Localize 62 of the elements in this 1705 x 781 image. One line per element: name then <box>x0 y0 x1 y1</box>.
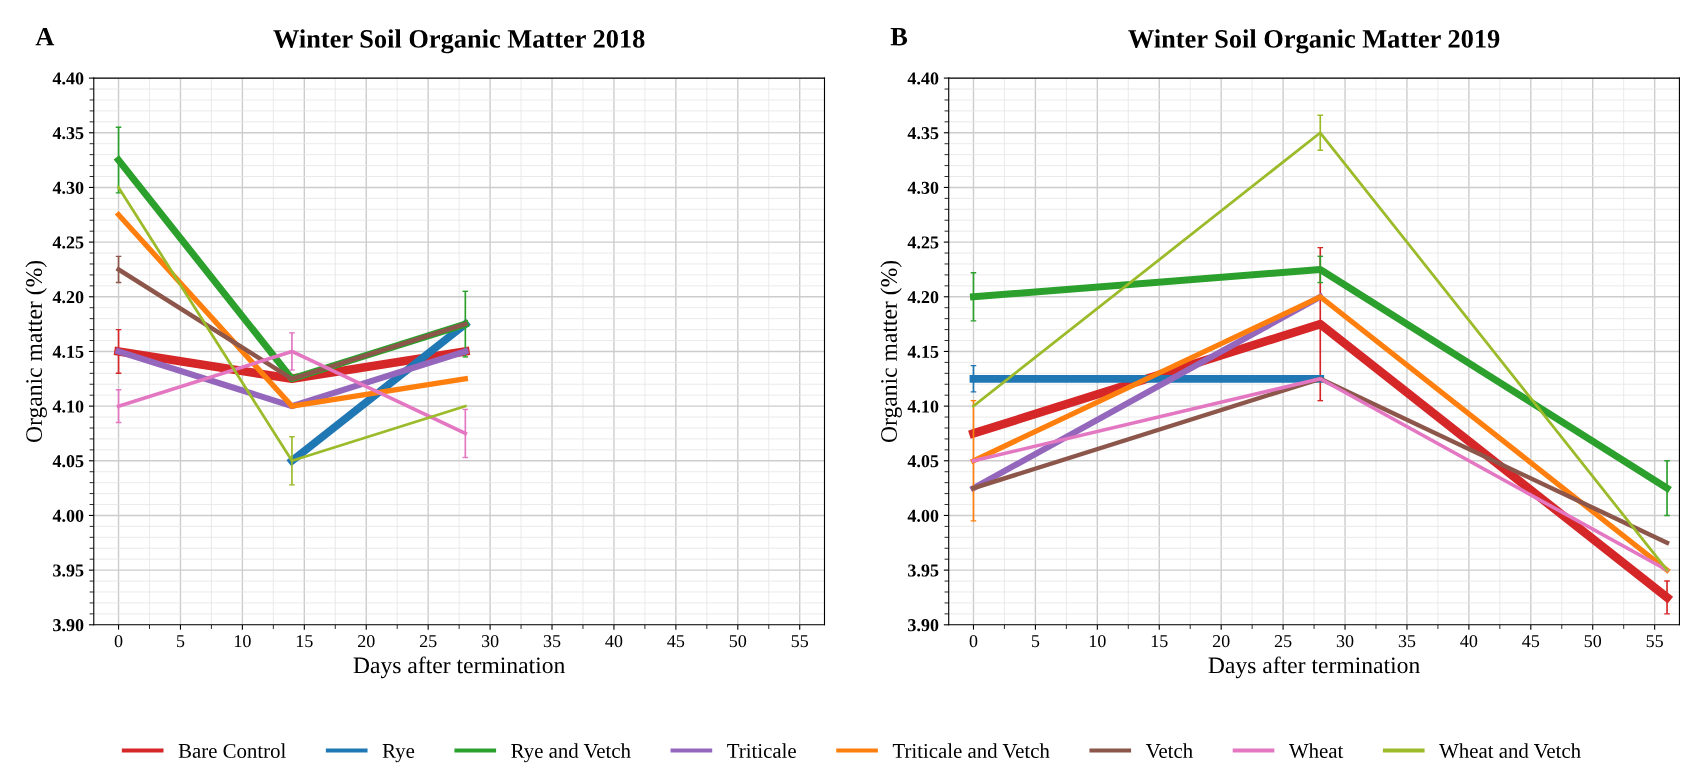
y-tick-label: 4.15 <box>907 345 939 358</box>
y-tick-label: 4.35 <box>907 127 939 140</box>
x-tick-label: 10 <box>1089 635 1106 648</box>
legend-label: Triticale <box>727 743 796 758</box>
x-tick-label: 40 <box>605 635 623 648</box>
x-tick-label: 30 <box>481 635 499 648</box>
y-tick-label: 4.25 <box>907 236 939 249</box>
y-tick-label: 4.05 <box>907 455 939 468</box>
y-tick-label: 4.35 <box>52 127 84 140</box>
y-tick-label: 4.10 <box>907 400 939 413</box>
y-tick-label: 4.30 <box>907 181 939 194</box>
x-tick-label: 50 <box>729 635 747 648</box>
text: B <box>890 28 908 46</box>
x-tick-label: 35 <box>543 635 561 648</box>
legend-label: Vetch <box>1145 743 1193 759</box>
x-tick-label: 20 <box>1212 635 1230 648</box>
x-tick-label: 20 <box>358 635 375 648</box>
y-tick-label: 4.40 <box>52 72 84 85</box>
y-tick-label: 3.95 <box>53 564 84 577</box>
chart-title: Winter Soil Organic Matter 2019 <box>1128 29 1500 54</box>
y-tick-label: 4.20 <box>52 291 84 304</box>
text: A <box>35 27 55 46</box>
x-tick-label: 55 <box>1646 635 1663 648</box>
x-axis-title: Days after termination <box>353 656 565 679</box>
y-tick-label: 4.20 <box>907 291 939 304</box>
x-tick-label: 40 <box>1460 635 1478 648</box>
x-tick-label: 5 <box>1031 635 1040 648</box>
legend-label: Bare Control <box>178 743 286 758</box>
legend-label: Wheat <box>1288 743 1344 759</box>
x-tick-label: 45 <box>667 635 685 648</box>
y-axis-title: Organic matter (%) <box>25 260 47 443</box>
y-tick-label: 4.00 <box>907 509 939 522</box>
chart-title: Winter Soil Organic Matter 2018 <box>273 29 645 54</box>
y-tick-label: 4.40 <box>907 72 939 85</box>
x-tick-label: 50 <box>1584 635 1602 648</box>
x-tick-label: 15 <box>296 635 313 648</box>
y-tick-label: 4.15 <box>52 345 84 358</box>
legend-label: Wheat and Vetch <box>1439 743 1581 759</box>
y-tick-label: 4.30 <box>52 181 84 194</box>
x-tick-label: 0 <box>969 635 978 648</box>
legend-label: Triticale and Vetch <box>892 743 1050 759</box>
y-axis-title: Organic matter (%) <box>880 260 902 443</box>
x-tick-label: 30 <box>1336 635 1354 648</box>
y-tick-label: 4.25 <box>52 236 84 249</box>
x-tick-label: 55 <box>791 635 809 648</box>
x-axis-title: Days after termination <box>1208 656 1420 679</box>
y-tick-label: 4.05 <box>52 455 84 468</box>
x-tick-label: 25 <box>419 635 437 648</box>
y-tick-label: 3.90 <box>53 619 84 632</box>
y-tick-label: 4.00 <box>52 509 84 522</box>
legend-label: Rye and Vetch <box>511 743 631 763</box>
y-tick-label: 4.10 <box>52 400 84 413</box>
x-tick-label: 15 <box>1151 635 1168 648</box>
x-tick-label: 0 <box>114 635 123 648</box>
legend-label: Rye <box>382 744 415 763</box>
x-tick-label: 5 <box>177 635 185 648</box>
x-tick-label: 25 <box>1274 635 1292 648</box>
x-tick-label: 10 <box>234 635 251 648</box>
y-tick-label: 3.95 <box>908 564 939 577</box>
x-tick-label: 45 <box>1522 635 1540 648</box>
x-tick-label: 35 <box>1398 635 1416 648</box>
y-tick-label: 3.90 <box>908 619 939 632</box>
